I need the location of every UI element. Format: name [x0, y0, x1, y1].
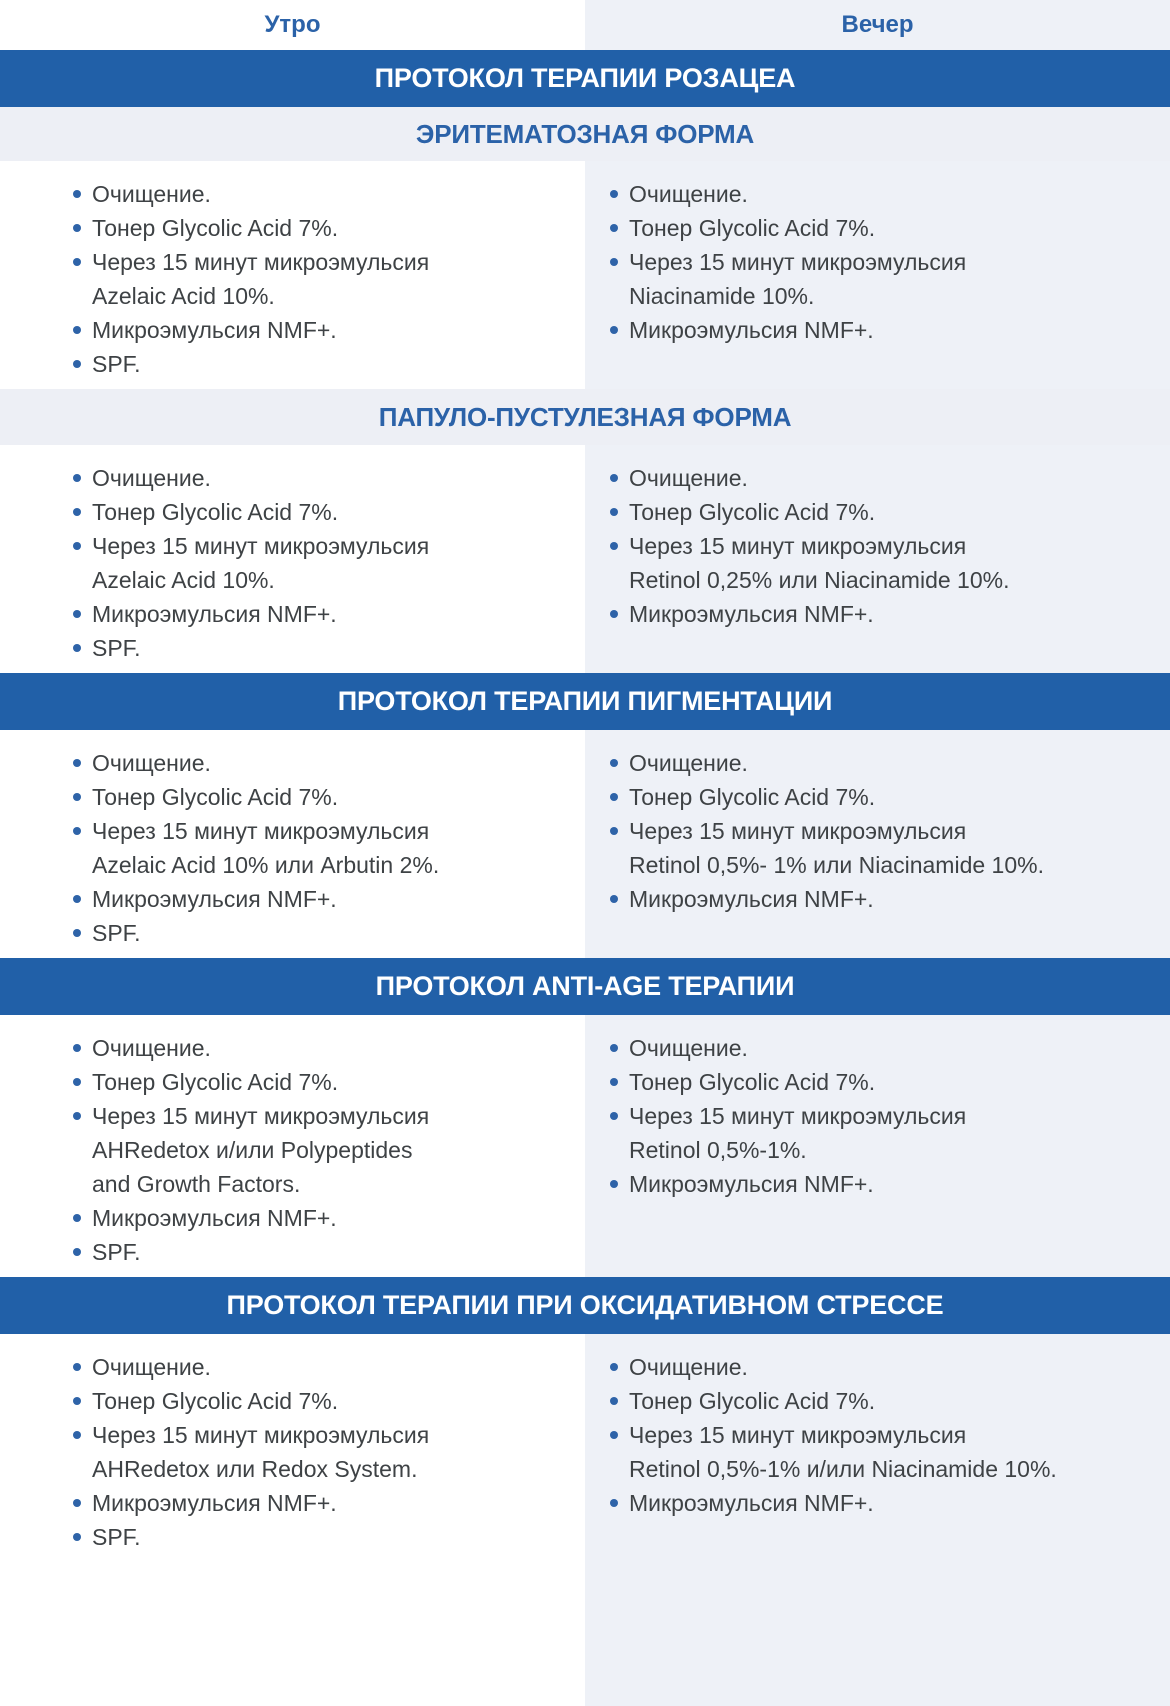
protocol-step-item: Микроэмульсия NMF+. [605, 597, 1140, 631]
morning-steps-list: Очищение. Тонер Glycolic Acid 7%. Через 15… [68, 1350, 545, 1554]
protocol-step-item: Через 15 минут микроэмульсия Azelaic Aci… [68, 814, 545, 882]
protocol-row-antiage: Очищение. Тонер Glycolic Acid 7%. Через 15… [0, 1015, 1170, 1277]
morning-column-label: Утро [264, 11, 321, 38]
protocol-step-item: Тонер Glycolic Acid 7%. [68, 1065, 545, 1099]
evening-steps-list: Очищение. Тонер Glycolic Acid 7%. Через 15… [605, 746, 1140, 916]
evening-cell: Очищение. Тонер Glycolic Acid 7%. Через 15… [585, 730, 1170, 958]
protocol-step-item: Через 15 минут микроэмульсия Azelaic Aci… [68, 245, 545, 313]
morning-cell: Очищение. Тонер Glycolic Acid 7%. Через 15… [0, 1015, 585, 1277]
protocol-step-item: Через 15 минут микроэмульсия Retinol 0,2… [605, 529, 1140, 597]
subsection-papulopustular-title: ПАПУЛО-ПУСТУЛЕЗНАЯ ФОРМА [378, 401, 792, 432]
section-banner-pigmentation-title: ПРОТОКОЛ ТЕРАПИИ ПИГМЕНТАЦИИ [337, 686, 833, 716]
protocol-step-item: Микроэмульсия NMF+. [68, 313, 545, 347]
protocol-step-item: Через 15 минут микроэмульсия Azelaic Aci… [68, 529, 545, 597]
protocol-step-item: Тонер Glycolic Acid 7%. [68, 1384, 545, 1418]
protocol-row-rosacea-papulopustular: Очищение. Тонер Glycolic Acid 7%. Через 15… [0, 445, 1170, 673]
morning-steps-list: Очищение. Тонер Glycolic Acid 7%. Через 15… [68, 177, 545, 381]
protocol-step-item: Очищение. [605, 177, 1140, 211]
protocol-row-oxidative: Очищение. Тонер Glycolic Acid 7%. Через 15… [0, 1334, 1170, 1706]
evening-cell: Очищение. Тонер Glycolic Acid 7%. Через 15… [585, 1015, 1170, 1277]
column-header-morning: Утро [0, 0, 585, 50]
protocol-step-item: SPF. [68, 631, 545, 665]
subsection-erythematous: ЭРИТЕМАТОЗНАЯ ФОРМА [0, 107, 1170, 161]
protocol-step-item: Микроэмульсия NMF+. [605, 1167, 1140, 1201]
evening-cell: Очищение. Тонер Glycolic Acid 7%. Через 15… [585, 1334, 1170, 1706]
protocol-step-item: Очищение. [605, 1031, 1140, 1065]
subsection-erythematous-title: ЭРИТЕМАТОЗНАЯ ФОРМА [415, 118, 755, 149]
evening-column-label: Вечер [841, 11, 914, 38]
evening-steps-list: Очищение. Тонер Glycolic Acid 7%. Через 15… [605, 1350, 1140, 1520]
protocol-step-item: Микроэмульсия NMF+. [68, 597, 545, 631]
protocol-step-item: Через 15 минут микроэмульсия Retinol 0,5… [605, 1418, 1140, 1486]
protocol-step-item: SPF. [68, 347, 545, 381]
protocol-step-item: Очищение. [68, 177, 545, 211]
section-banner-rosacea-title: ПРОТОКОЛ ТЕРАПИИ РОЗАЦЕА [374, 63, 796, 93]
section-banner-oxidative: ПРОТОКОЛ ТЕРАПИИ ПРИ ОКСИДАТИВНОМ СТРЕСС… [0, 1277, 1170, 1334]
column-header-row: Утро Вечер [0, 0, 1170, 50]
protocol-step-item: Очищение. [68, 746, 545, 780]
evening-cell: Очищение. Тонер Glycolic Acid 7%. Через 15… [585, 161, 1170, 389]
protocol-step-item: Тонер Glycolic Acid 7%. [605, 1384, 1140, 1418]
protocol-row-pigmentation: Очищение. Тонер Glycolic Acid 7%. Через 15… [0, 730, 1170, 958]
protocol-step-item: Тонер Glycolic Acid 7%. [605, 211, 1140, 245]
protocol-step-item: SPF. [68, 916, 545, 950]
section-banner-rosacea: ПРОТОКОЛ ТЕРАПИИ РОЗАЦЕА [0, 50, 1170, 107]
protocol-step-item: Тонер Glycolic Acid 7%. [68, 211, 545, 245]
protocol-step-item: Тонер Glycolic Acid 7%. [605, 1065, 1140, 1099]
section-banner-antiage: ПРОТОКОЛ ANTI-AGE ТЕРАПИИ [0, 958, 1170, 1015]
protocol-step-item: Микроэмульсия NMF+. [68, 1486, 545, 1520]
evening-steps-list: Очищение. Тонер Glycolic Acid 7%. Через 15… [605, 461, 1140, 631]
section-banner-antiage-title: ПРОТОКОЛ ANTI-AGE ТЕРАПИИ [375, 971, 795, 1001]
protocol-step-item: Очищение. [605, 461, 1140, 495]
evening-steps-list: Очищение. Тонер Glycolic Acid 7%. Через 15… [605, 177, 1140, 347]
section-banner-oxidative-title: ПРОТОКОЛ ТЕРАПИИ ПРИ ОКСИДАТИВНОМ СТРЕСС… [226, 1290, 944, 1320]
protocol-step-item: Через 15 минут микроэмульсия AHRedetox и… [68, 1418, 545, 1486]
morning-steps-list: Очищение. Тонер Glycolic Acid 7%. Через 15… [68, 746, 545, 950]
protocol-step-item: Микроэмульсия NMF+. [605, 1486, 1140, 1520]
protocol-step-item: Микроэмульсия NMF+. [605, 882, 1140, 916]
section-banner-pigmentation: ПРОТОКОЛ ТЕРАПИИ ПИГМЕНТАЦИИ [0, 673, 1170, 730]
protocol-step-item: Тонер Glycolic Acid 7%. [605, 780, 1140, 814]
protocol-step-item: Микроэмульсия NMF+. [68, 1201, 545, 1235]
protocol-step-item: Очищение. [605, 746, 1140, 780]
protocol-step-item: Через 15 минут микроэмульсия AHRedetox и… [68, 1099, 545, 1201]
morning-steps-list: Очищение. Тонер Glycolic Acid 7%. Через 15… [68, 461, 545, 665]
protocol-step-item: SPF. [68, 1235, 545, 1269]
column-header-evening: Вечер [585, 0, 1170, 50]
protocol-step-item: Очищение. [68, 1031, 545, 1065]
subsection-papulopustular: ПАПУЛО-ПУСТУЛЕЗНАЯ ФОРМА [0, 389, 1170, 445]
morning-cell: Очищение. Тонер Glycolic Acid 7%. Через 15… [0, 730, 585, 958]
protocol-step-item: Очищение. [68, 461, 545, 495]
protocol-step-item: Через 15 минут микроэмульсия Niacinamide… [605, 245, 1140, 313]
protocol-step-item: Очищение. [68, 1350, 545, 1384]
morning-steps-list: Очищение. Тонер Glycolic Acid 7%. Через 15… [68, 1031, 545, 1269]
morning-cell: Очищение. Тонер Glycolic Acid 7%. Через 15… [0, 161, 585, 389]
protocol-step-item: Очищение. [605, 1350, 1140, 1384]
evening-cell: Очищение. Тонер Glycolic Acid 7%. Через 15… [585, 445, 1170, 673]
protocol-step-item: Тонер Glycolic Acid 7%. [68, 495, 545, 529]
morning-cell: Очищение. Тонер Glycolic Acid 7%. Через 15… [0, 1334, 585, 1706]
protocol-step-item: Через 15 минут микроэмульсия Retinol 0,5… [605, 1099, 1140, 1167]
protocol-step-item: Тонер Glycolic Acid 7%. [605, 495, 1140, 529]
protocol-step-item: Микроэмульсия NMF+. [68, 882, 545, 916]
evening-steps-list: Очищение. Тонер Glycolic Acid 7%. Через 15… [605, 1031, 1140, 1201]
protocol-step-item: Через 15 минут микроэмульсия Retinol 0,5… [605, 814, 1140, 882]
protocol-step-item: Микроэмульсия NMF+. [605, 313, 1140, 347]
morning-cell: Очищение. Тонер Glycolic Acid 7%. Через 15… [0, 445, 585, 673]
protocol-row-rosacea-erythematous: Очищение. Тонер Glycolic Acid 7%. Через 15… [0, 161, 1170, 389]
protocol-step-item: SPF. [68, 1520, 545, 1554]
protocol-step-item: Тонер Glycolic Acid 7%. [68, 780, 545, 814]
